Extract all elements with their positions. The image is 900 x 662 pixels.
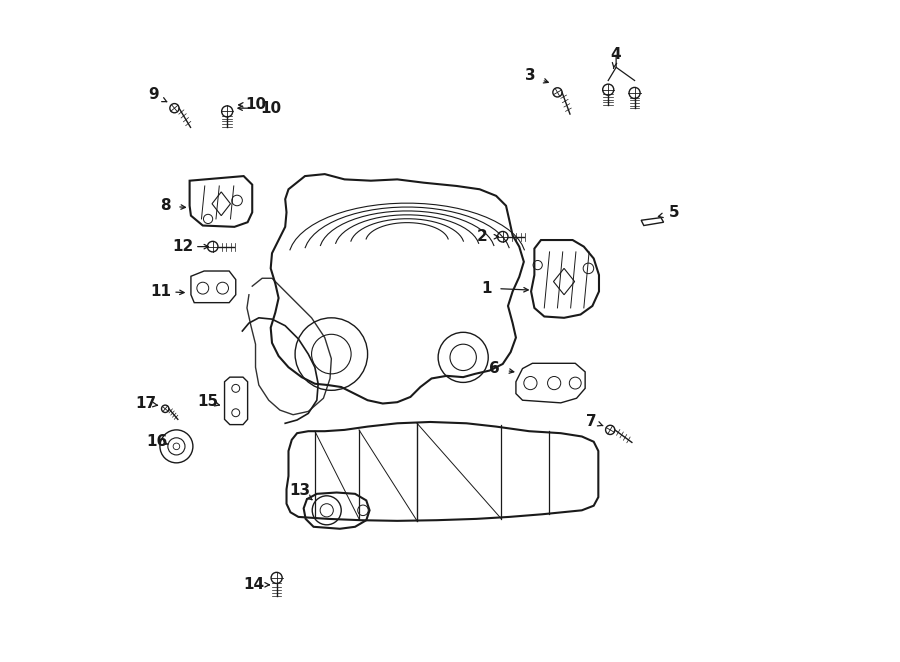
Text: 11: 11 <box>151 284 172 299</box>
Text: 15: 15 <box>197 394 218 409</box>
Text: 10: 10 <box>245 97 266 113</box>
Text: 10: 10 <box>260 101 282 116</box>
Text: 3: 3 <box>525 68 535 83</box>
Text: 4: 4 <box>611 46 621 62</box>
Text: 17: 17 <box>135 396 156 411</box>
Text: 5: 5 <box>669 205 680 220</box>
Text: 2: 2 <box>476 229 487 244</box>
Text: 13: 13 <box>290 483 310 498</box>
Text: 6: 6 <box>490 361 500 376</box>
Text: 12: 12 <box>173 239 194 254</box>
Text: 16: 16 <box>146 434 167 449</box>
Text: 1: 1 <box>481 281 491 296</box>
Text: 8: 8 <box>160 198 170 213</box>
Text: 9: 9 <box>148 87 158 103</box>
Text: 14: 14 <box>243 577 264 592</box>
Text: 7: 7 <box>587 414 597 429</box>
